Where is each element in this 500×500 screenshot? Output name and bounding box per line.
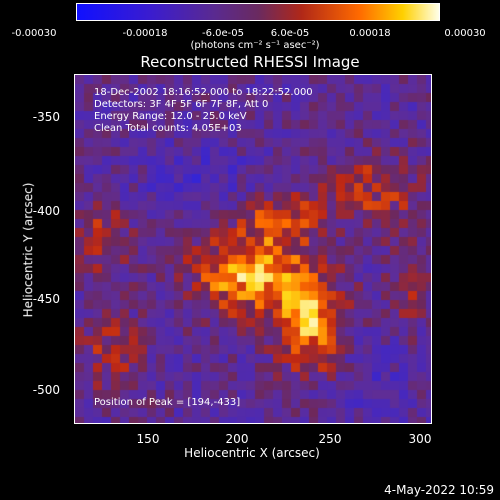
colorbar-tick: 0.00030	[444, 28, 486, 39]
colorbar-tick: -6.0e-05	[202, 28, 244, 39]
y-tick-label: -450	[32, 292, 60, 306]
colorbar-tick: -0.00030	[11, 28, 57, 39]
x-tick-label: 300	[408, 432, 432, 446]
y-tick-label: -500	[32, 383, 60, 397]
rhessi-image	[74, 74, 432, 424]
colorbar-units: (photons cm⁻² s⁻¹ asec⁻²)	[190, 40, 320, 51]
heatmap-canvas	[75, 75, 431, 423]
colorbar-tick: 0.00018	[349, 28, 391, 39]
annotation-detectors: Detectors: 3F 4F 5F 6F 7F 8F, Att 0	[94, 99, 269, 110]
x-tick-label: 200	[225, 432, 249, 446]
y-tick-label: -400	[32, 204, 60, 218]
x-axis-label: Heliocentric X (arcsec)	[184, 446, 320, 460]
annotation-energy: Energy Range: 12.0 - 25.0 keV	[94, 111, 247, 122]
annotation-clean: Clean Total counts: 4.05E+03	[94, 123, 242, 134]
colorbar-gradient	[76, 3, 440, 21]
colorbar	[76, 3, 440, 21]
x-tick-label: 150	[136, 432, 160, 446]
image-title: Reconstructed RHESSI Image	[140, 53, 360, 71]
colorbar-tick: -0.00018	[122, 28, 168, 39]
timestamp: 4-May-2022 10:59	[384, 483, 494, 497]
y-tick-label: -350	[32, 110, 60, 124]
colorbar-tick: 6.0e-05	[270, 28, 310, 39]
y-axis-label: Heliocentric Y (arcsec)	[21, 182, 36, 318]
annotation-time: 18-Dec-2002 18:16:52.000 to 18:22:52.000	[94, 87, 313, 98]
x-tick-label: 250	[318, 432, 342, 446]
annotation-peak: Position of Peak = [194,-433]	[94, 397, 241, 408]
